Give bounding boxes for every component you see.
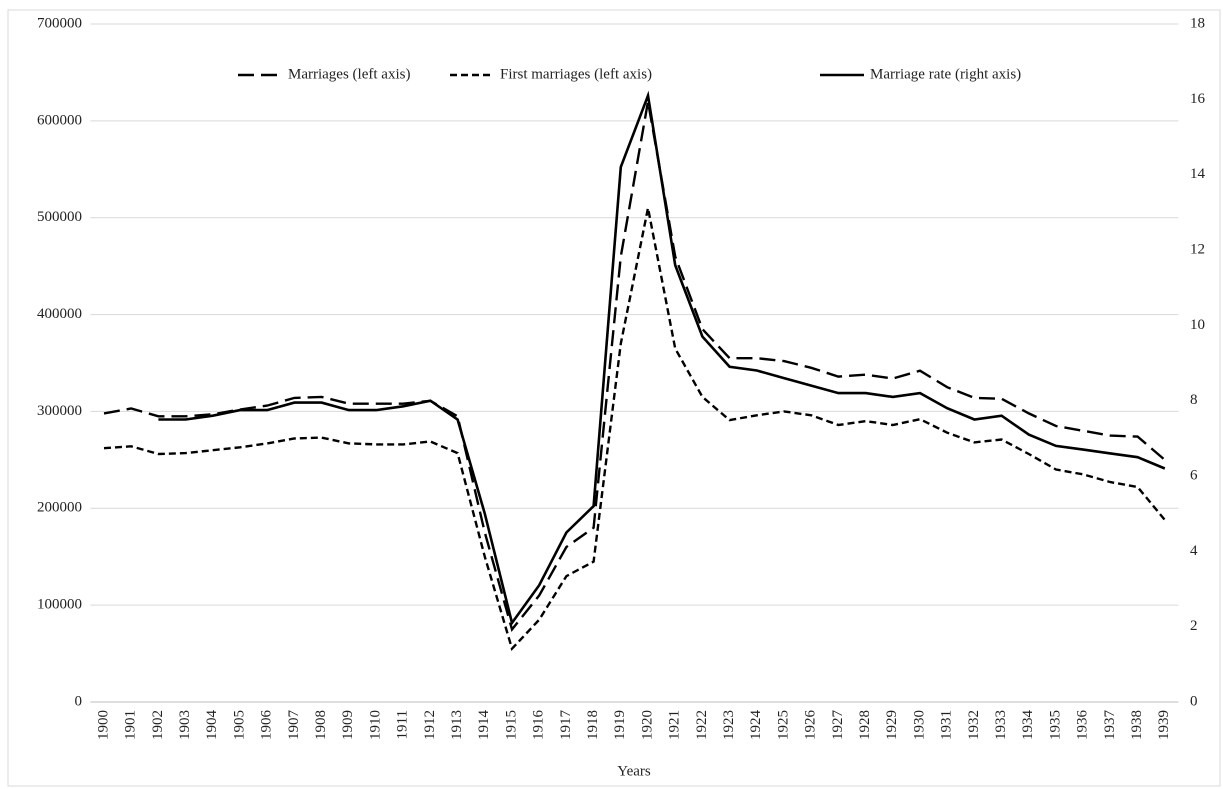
- x-tick-label: 1912: [422, 710, 438, 740]
- y-tick-label: 200000: [37, 500, 82, 516]
- x-tick-label: 1935: [1047, 710, 1063, 740]
- x-tick-label: 1930: [911, 710, 927, 740]
- series-line: [158, 90, 1166, 626]
- x-tick-label: 1911: [395, 710, 411, 739]
- x-tick-label: 1915: [503, 710, 519, 740]
- x-tick-label: 1926: [803, 710, 819, 741]
- x-tick-label: 1900: [95, 710, 111, 740]
- x-tick-label: 1924: [748, 710, 764, 741]
- x-tick-label: 1929: [884, 710, 900, 740]
- x-tick-label: 1907: [286, 710, 302, 741]
- x-tick-label: 1916: [531, 710, 547, 741]
- x-tick-label: 1901: [123, 710, 139, 740]
- y2-tick-label: 0: [1190, 693, 1198, 709]
- y-tick-label: 0: [75, 693, 83, 709]
- x-tick-label: 1904: [204, 710, 220, 741]
- y-tick-label: 300000: [37, 403, 82, 419]
- x-tick-label: 1902: [150, 710, 166, 740]
- y2-tick-label: 14: [1190, 166, 1206, 182]
- x-axis-label: Years: [617, 763, 651, 779]
- x-tick-label: 1936: [1075, 710, 1091, 741]
- x-tick-label: 1914: [476, 710, 492, 741]
- series-line: [103, 207, 1166, 652]
- x-tick-label: 1910: [367, 710, 383, 740]
- y-tick-label: 700000: [37, 15, 82, 31]
- y-tick-label: 100000: [37, 597, 82, 613]
- x-tick-label: 1918: [585, 710, 601, 740]
- y2-tick-label: 18: [1190, 15, 1205, 31]
- x-tick-label: 1939: [1156, 710, 1172, 740]
- x-tick-label: 1919: [612, 710, 628, 740]
- y-tick-label: 400000: [37, 306, 82, 322]
- y2-tick-label: 8: [1190, 392, 1198, 408]
- y2-tick-label: 2: [1190, 618, 1198, 634]
- y-tick-label: 600000: [37, 112, 82, 128]
- x-tick-label: 1913: [449, 710, 465, 740]
- x-tick-label: 1933: [993, 710, 1009, 740]
- legend-label: First marriages (left axis): [500, 66, 652, 82]
- y2-tick-label: 6: [1190, 467, 1198, 483]
- x-tick-label: 1920: [639, 710, 655, 740]
- x-tick-label: 1921: [667, 710, 683, 740]
- y-tick-label: 500000: [37, 209, 82, 225]
- x-tick-label: 1922: [694, 710, 710, 740]
- x-tick-label: 1905: [231, 710, 247, 740]
- x-tick-label: 1925: [775, 710, 791, 740]
- series-line: [103, 101, 1166, 632]
- x-tick-label: 1932: [966, 710, 982, 740]
- x-tick-label: 1908: [313, 710, 329, 740]
- y2-tick-label: 16: [1190, 91, 1206, 107]
- y2-tick-label: 10: [1190, 317, 1205, 333]
- x-tick-label: 1934: [1020, 710, 1036, 741]
- x-tick-label: 1937: [1102, 710, 1118, 741]
- x-tick-label: 1927: [830, 710, 846, 741]
- y2-tick-label: 12: [1190, 241, 1205, 257]
- x-tick-label: 1909: [340, 710, 356, 740]
- legend-label: Marriage rate (right axis): [870, 66, 1021, 82]
- x-tick-label: 1938: [1129, 710, 1145, 740]
- legend-label: Marriages (left axis): [288, 66, 410, 82]
- x-tick-label: 1906: [259, 710, 275, 741]
- x-tick-label: 1931: [939, 710, 955, 740]
- x-tick-label: 1903: [177, 710, 193, 740]
- chart-frame: [7, 9, 1221, 787]
- y2-tick-label: 4: [1190, 543, 1198, 559]
- x-tick-label: 1923: [721, 710, 737, 740]
- x-tick-label: 1917: [558, 710, 574, 741]
- x-tick-label: 1928: [857, 710, 873, 740]
